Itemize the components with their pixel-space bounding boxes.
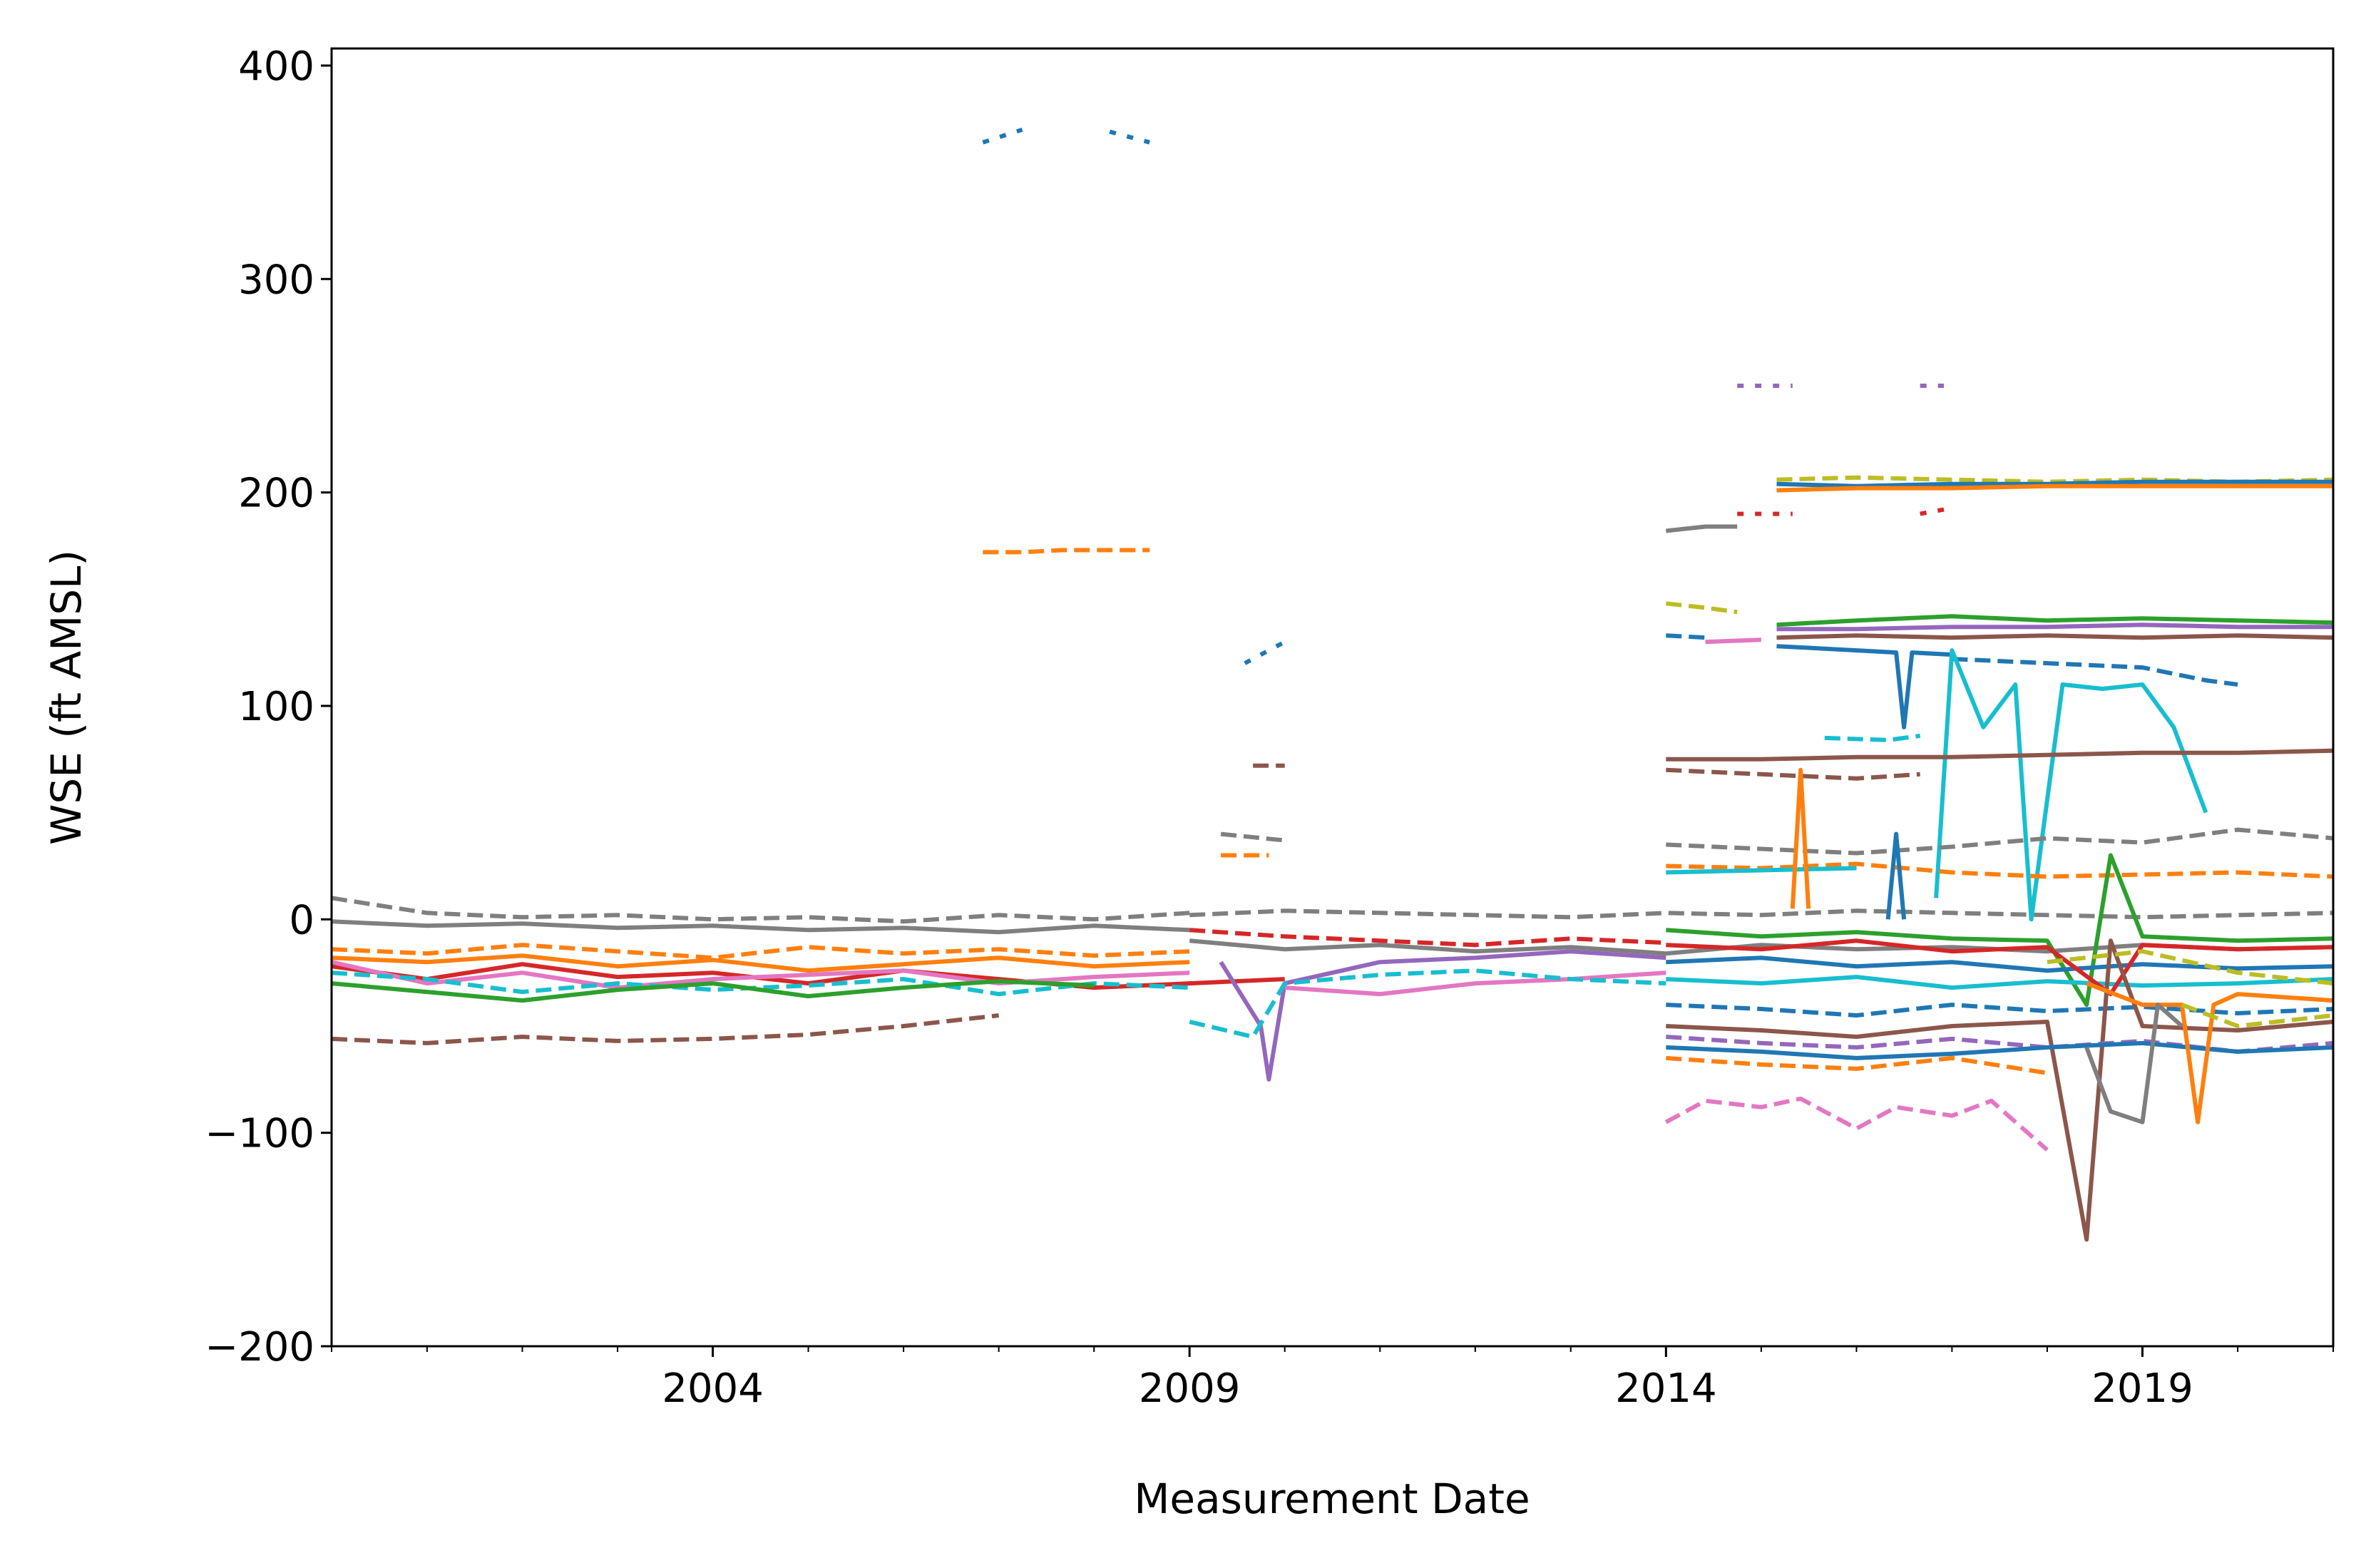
x-axis-label: Measurement Date — [1134, 1475, 1530, 1523]
series-line-34 — [1666, 633, 1706, 640]
series-line-45 — [1790, 767, 1811, 909]
y-tick-label: 300 — [238, 257, 314, 303]
series-line-16 — [1219, 949, 1666, 1082]
series-line-0 — [332, 896, 1190, 924]
series-line-9 — [982, 127, 1023, 145]
series-line-56 — [2086, 981, 2333, 1124]
series-line-46 — [1885, 831, 1907, 920]
series-line-33 — [1776, 633, 2333, 640]
series-line-36 — [1776, 644, 1952, 729]
series-layer — [332, 127, 2333, 1242]
series-line-40 — [1666, 748, 2333, 762]
series-line-41 — [1666, 767, 1920, 781]
x-tick-label: 2009 — [1139, 1365, 1241, 1412]
series-line-19 — [1284, 970, 1666, 997]
series-line-47 — [1666, 853, 2333, 1008]
series-line-6 — [332, 970, 1190, 997]
series-line-28 — [1776, 483, 2333, 493]
series-line-49 — [1666, 975, 2333, 990]
x-tick-label: 2014 — [1615, 1365, 1717, 1412]
series-line-1 — [332, 919, 1190, 935]
x-tick-label: 2019 — [2091, 1365, 2193, 1412]
series-line-29 — [1665, 524, 1738, 533]
series-line-48 — [1666, 955, 2333, 973]
series-line-54 — [1666, 1040, 2333, 1060]
series-line-11 — [983, 548, 1150, 555]
series-line-21 — [1189, 928, 1666, 948]
series-line-37 — [1952, 657, 2238, 687]
series-line-18 — [1189, 908, 2333, 920]
y-tick-label: 400 — [238, 43, 314, 90]
x-tick-label: 2004 — [662, 1365, 764, 1412]
series-line-30 — [1665, 601, 1738, 615]
series-line-12 — [1244, 640, 1286, 665]
y-axis-label: WSE (ft AMSL) — [42, 550, 91, 845]
series-line-4 — [332, 962, 1285, 990]
y-tick-label: −100 — [205, 1111, 314, 1157]
series-line-25 — [1920, 507, 1945, 516]
series-line-52 — [1666, 938, 2333, 1242]
series-line-3 — [332, 953, 1190, 973]
series-line-31 — [1776, 614, 2333, 627]
series-line-55 — [1666, 1055, 2048, 1075]
series-line-50 — [1666, 938, 2333, 997]
series-line-35 — [1705, 637, 1762, 645]
x-axis: 2004 2009 2014 2019 — [331, 1346, 2334, 1412]
y-tick-label: 100 — [238, 684, 314, 730]
series-line-43 — [1666, 861, 2333, 879]
series-line-5 — [332, 960, 1190, 990]
series-line-60 — [2181, 1003, 2333, 1028]
y-tick-label: −200 — [205, 1324, 314, 1370]
plot-frame — [330, 47, 2335, 1348]
series-line-44 — [1666, 866, 1857, 875]
series-line-10 — [1109, 129, 1150, 145]
series-line-2 — [332, 943, 1190, 960]
series-line-58 — [2047, 949, 2333, 986]
series-line-7 — [332, 979, 1095, 1003]
series-line-20 — [1189, 968, 1666, 1039]
y-axis: 400 300 200 100 0 −100 −200 — [205, 43, 332, 1370]
series-line-59 — [2084, 1003, 2183, 1124]
series-line-39 — [1824, 733, 1921, 742]
y-tick-label: 0 — [289, 897, 314, 943]
y-tick-label: 200 — [238, 471, 314, 517]
series-line-14 — [1220, 831, 1285, 843]
series-line-51 — [1666, 1003, 2333, 1018]
series-line-57 — [1664, 1096, 2049, 1152]
series-line-42 — [1666, 827, 2333, 856]
series-line-38 — [1934, 648, 2208, 922]
series-line-8 — [332, 1013, 1000, 1045]
series-line-32 — [1776, 622, 2333, 632]
